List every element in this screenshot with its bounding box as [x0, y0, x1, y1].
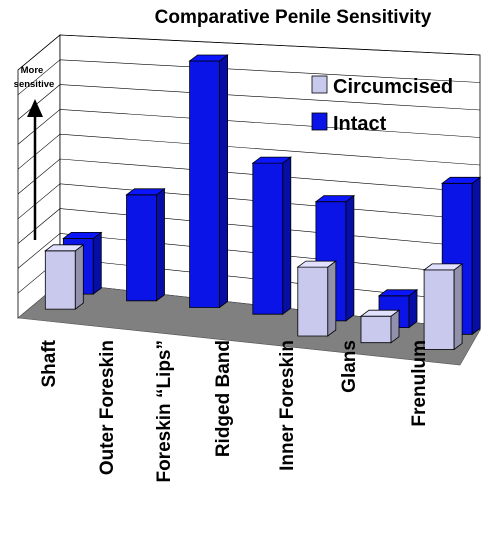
bar-top-face — [422, 263, 464, 271]
bar-side-face — [345, 194, 355, 322]
bar-side-face — [92, 231, 102, 295]
gridline — [17, 34, 481, 71]
legend-swatch-intact — [311, 112, 328, 131]
bar-side-face — [408, 288, 418, 329]
bar-side-face — [282, 156, 292, 316]
bar-front-face — [189, 60, 221, 308]
bar-circumcised-5 — [296, 260, 337, 337]
annotation-line-1: More — [21, 65, 44, 76]
bar-front-face — [252, 162, 284, 315]
gridline — [17, 109, 481, 145]
more-sensitive-annotation: More sensitive — [14, 65, 55, 240]
category-label-4: Ridged Band — [213, 340, 234, 457]
bar-front-face — [44, 250, 76, 310]
bar-top-face — [44, 244, 85, 252]
bar-top-face — [441, 176, 482, 184]
bar-top-face — [359, 309, 401, 317]
bar-top-face — [314, 195, 356, 203]
bar-top-face — [251, 156, 292, 164]
bar-top-face — [188, 54, 229, 62]
bar-front-face — [297, 266, 329, 337]
bar-side-face — [74, 244, 84, 310]
category-label-3: Foreskin “Lips” — [154, 340, 175, 483]
annotation-line-2: sensitive — [14, 79, 55, 90]
bar-side-face — [471, 176, 481, 336]
chart-title: Comparative Penile Sensitivity — [155, 7, 432, 28]
category-label-6: Glans — [339, 340, 360, 393]
chart-bars — [44, 54, 482, 351]
bar-circumcised-7 — [422, 263, 464, 351]
bar-circumcised-6 — [359, 309, 401, 344]
category-labels: Shaft Outer Foreskin Foreskin “Lips” Ridged… — [39, 339, 430, 482]
bar-side-face — [219, 54, 229, 309]
bar-side-face — [453, 263, 463, 351]
bar-intact-3 — [188, 54, 229, 309]
category-label-7: Frenulum — [409, 340, 430, 427]
category-label-2: Outer Foreskin — [97, 340, 118, 475]
category-label-1: Shaft — [39, 339, 60, 387]
bar-front-face — [423, 269, 455, 350]
bar-intact-4 — [251, 156, 292, 316]
arrowhead-icon — [27, 99, 43, 117]
bar-front-face — [126, 194, 157, 302]
bar-top-face — [296, 260, 337, 268]
legend-swatch-circumcised — [311, 75, 328, 94]
legend-label-intact: Intact — [333, 113, 387, 135]
bar-front-face — [360, 315, 392, 344]
gridline — [17, 133, 481, 170]
legend-label-circumcised: Circumcised — [333, 76, 453, 98]
gridline — [17, 158, 481, 195]
legend: Circumcised Intact — [311, 75, 453, 135]
bar-intact-2 — [125, 188, 166, 302]
gridline — [17, 59, 481, 96]
bar-side-face — [156, 188, 165, 302]
category-label-5: Inner Foreskin — [277, 340, 298, 471]
bar-top-face — [125, 188, 166, 196]
bar-top-face — [377, 289, 419, 297]
bar-circumcised-1 — [44, 244, 85, 310]
bar-side-face — [327, 260, 337, 337]
bar-top-face — [62, 231, 103, 239]
